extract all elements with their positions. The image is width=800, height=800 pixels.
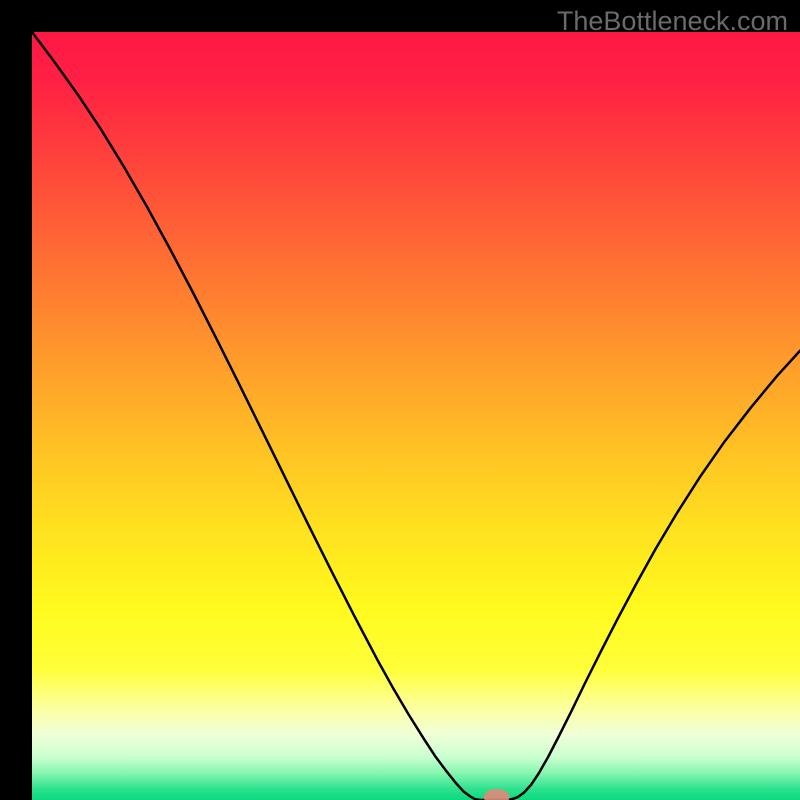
bottleneck-chart	[0, 0, 800, 800]
plot-background	[32, 32, 800, 800]
chart-container: TheBottleneck.com	[0, 0, 800, 800]
watermark-text: TheBottleneck.com	[557, 6, 788, 37]
